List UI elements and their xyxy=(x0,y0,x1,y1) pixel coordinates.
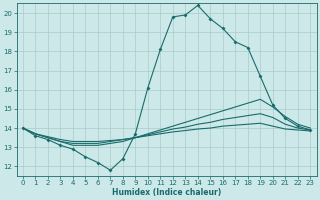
X-axis label: Humidex (Indice chaleur): Humidex (Indice chaleur) xyxy=(112,188,221,197)
